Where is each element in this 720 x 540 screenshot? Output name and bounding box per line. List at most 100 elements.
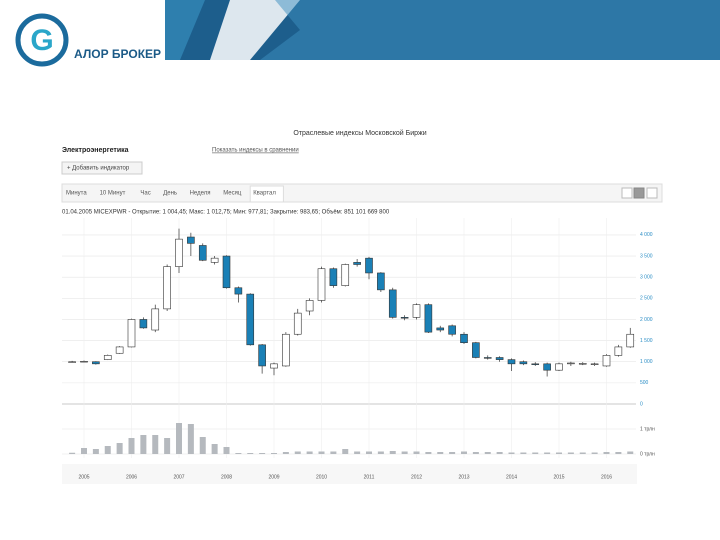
volume-bar — [164, 438, 171, 454]
candle-body — [210, 257, 219, 263]
x-tick-label: 2013 — [458, 474, 469, 480]
volume-bar — [128, 438, 135, 454]
y-tick-label: 2 000 — [640, 317, 653, 323]
volume-bar — [377, 451, 384, 454]
volume-bar — [282, 452, 289, 454]
y-tick-label: 2 500 — [640, 296, 653, 302]
banner-stripe — [260, 0, 720, 60]
volume-bar — [449, 452, 456, 454]
y-tick-label: 0 — [640, 401, 643, 407]
tab[interactable]: Неделя — [190, 191, 211, 197]
candle-body — [424, 304, 433, 333]
volume-bar — [247, 453, 254, 454]
banner-stripe — [210, 0, 300, 60]
volume-bar — [92, 449, 99, 454]
candle-body — [519, 361, 528, 365]
candle-body — [353, 262, 361, 265]
candle-body — [531, 363, 540, 365]
candle-body — [436, 327, 445, 331]
candle-body — [472, 342, 480, 358]
volume-bar — [366, 451, 372, 454]
x-axis-strip — [62, 464, 637, 484]
candle-body — [388, 289, 397, 318]
candle-body — [602, 355, 611, 367]
candle-body — [163, 266, 171, 310]
candle-body — [377, 272, 385, 291]
info-line: 01.04.2005 MICEXPWR - Открытие: 1 004,45… — [62, 210, 390, 216]
volume-bar — [318, 451, 325, 454]
y-tick-label: 1 500 — [640, 338, 653, 344]
logo-letter: G — [30, 24, 53, 57]
volume-bar — [140, 435, 147, 454]
y-tick-label: 4 000 — [640, 232, 653, 238]
candle-body — [270, 363, 278, 369]
volume-bar — [187, 424, 194, 454]
candle-body — [460, 333, 468, 344]
candle-body — [92, 361, 100, 365]
tab[interactable]: День — [163, 191, 177, 197]
volume-bar — [461, 451, 467, 454]
candle-body — [68, 361, 76, 363]
candle-body — [198, 245, 207, 261]
tool-button[interactable] — [633, 187, 645, 199]
candle-body — [614, 346, 623, 356]
volume-bar — [520, 452, 527, 454]
volume-bar — [401, 451, 408, 454]
logo-text: АЛОР БРОКЕР — [74, 47, 161, 61]
candle-body — [626, 333, 635, 348]
x-tick-label: 2011 — [364, 474, 375, 480]
volume-bar — [484, 452, 491, 454]
candle-body — [412, 304, 421, 318]
candle-body — [127, 319, 136, 348]
volume-bar — [567, 452, 574, 454]
x-tick-label: 2008 — [221, 474, 232, 480]
volume-bar — [211, 444, 218, 454]
volume-bar — [235, 453, 242, 454]
tab[interactable]: Час — [140, 191, 150, 197]
y-tick-label: 500 — [640, 380, 649, 386]
volume-bar — [152, 435, 159, 454]
tool-button[interactable] — [646, 187, 658, 199]
volume-bar — [294, 451, 301, 454]
volume-bar — [508, 452, 515, 454]
candle-body — [305, 300, 314, 312]
volume-bar — [69, 452, 76, 454]
tab[interactable]: Минута — [66, 191, 87, 197]
volume-bar — [591, 452, 598, 454]
candle-body — [151, 308, 160, 331]
tab[interactable]: Квартал — [253, 191, 276, 197]
x-tick-label: 2012 — [411, 474, 422, 480]
tab[interactable]: Месяц — [223, 191, 242, 197]
candle-body — [555, 363, 563, 371]
toolbar — [61, 183, 663, 203]
volume-bar — [306, 451, 313, 454]
volume-bar — [579, 452, 586, 454]
candle-body — [293, 312, 302, 335]
candle-body — [365, 257, 373, 274]
candle-body — [222, 255, 231, 289]
volume-bar — [259, 453, 266, 454]
volume-bar — [389, 451, 396, 454]
volume-tick-label: 0 трлн — [640, 451, 655, 457]
volume-bar — [223, 447, 230, 454]
volume-bar — [615, 452, 622, 454]
volume-bar — [176, 423, 182, 454]
candle-body — [80, 361, 88, 363]
logo-ring — [15, 13, 69, 67]
tab[interactable]: 10 Минут — [100, 191, 126, 197]
volume-bar — [116, 443, 123, 454]
banner-stripe — [165, 0, 205, 60]
volume-bar — [271, 453, 277, 454]
x-tick-label: 2007 — [173, 474, 184, 480]
compare-link[interactable]: Показать индексы в сравнении — [212, 148, 299, 154]
candle-body — [234, 287, 243, 295]
candle-body — [187, 236, 195, 244]
volume-bar — [81, 448, 87, 454]
x-tick-label: 2010 — [316, 474, 327, 480]
volume-bar — [603, 452, 610, 454]
volume-bar — [199, 437, 206, 454]
add-indicator[interactable] — [61, 161, 143, 175]
tool-button[interactable] — [621, 187, 633, 199]
candle-body — [317, 268, 326, 301]
volume-bar — [104, 446, 111, 454]
